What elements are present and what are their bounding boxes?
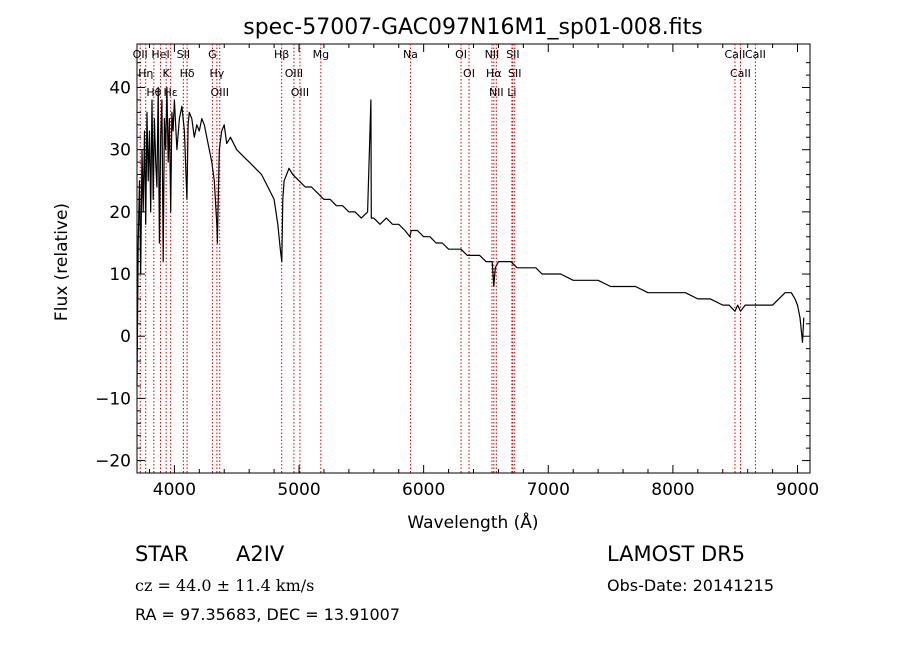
line-marker-label: OIII [291,86,309,99]
line-marker-label: OII [133,48,148,61]
line-marker-label: Li [507,86,516,99]
redshift-cz: cz = 44.0 ± 11.4 km/s [135,576,314,595]
line-marker-label: NII [489,86,504,99]
line-marker-label: NII [485,48,500,61]
x-tick-label: 4000 [153,480,196,500]
y-axis-label: Flux (relative) [52,203,72,321]
line-marker-label: HeI [151,48,169,61]
line-marker-label: Hγ [209,67,224,80]
y-axis: −20 −10 0 10 20 30 40 [95,62,810,472]
spectrum-series [136,86,805,387]
x-tick-label: 8000 [651,480,694,500]
y-tick-label: −20 [95,452,131,472]
obs-date: Obs-Date: 20141215 [607,576,774,595]
y-tick-label: 30 [109,141,131,161]
line-marker-label: Hα [486,67,502,80]
plot-frame [136,43,811,474]
line-marker-label: CaII [725,48,746,61]
chart-title: spec-57007-GAC097N16M1_sp01-008.fits [243,15,703,40]
line-marker-label: Hβ [274,48,289,61]
object-subclass: A2IV [236,542,285,566]
y-tick-label: 10 [109,265,131,285]
y-tick-label: 0 [120,327,131,347]
line-marker-label: Hθ [146,86,161,99]
line-marker-label: K [163,67,171,80]
y-tick-label: 40 [109,79,131,99]
line-marker-label: SII [506,48,519,61]
x-axis: 4000 5000 6000 7000 8000 9000 [148,44,819,500]
y-tick-label: 20 [109,203,131,223]
x-axis-label: Wavelength (Å) [407,511,538,533]
ra-dec: RA = 97.35683, DEC = 13.91007 [135,605,400,624]
line-marker-label: OIII [211,86,229,99]
line-marker-label: Hε [164,86,178,99]
x-tick-label: 9000 [776,480,819,500]
line-marker-label: SII [508,67,521,80]
line-marker-label: Mg [313,48,329,61]
line-marker-label: G [208,48,217,61]
y-tick-label: −10 [95,389,131,409]
line-marker-label: Hδ [180,67,195,80]
line-marker-label: Hη [138,67,153,80]
line-marker-label: OIII [285,67,303,80]
spectrum-line [136,86,805,387]
line-marker-label: CaII [745,48,766,61]
line-marker-label: SII [177,48,190,61]
line-marker-label: OI [463,67,475,80]
line-marker-label: Na [403,48,418,61]
x-tick-label: 7000 [527,480,570,500]
line-marker-label: OI [455,48,467,61]
survey-label: LAMOST DR5 [607,542,745,566]
x-tick-label: 5000 [277,480,320,500]
spectral-line-labels: OII Hη Hθ HeI K Hε SII Hδ G Hγ OIII Hβ OIII OIII Mg Na O… [133,48,766,99]
object-class: STAR [135,542,188,566]
line-marker-label: CaII [730,67,751,80]
spectral-line-markers [139,44,756,473]
x-tick-label: 6000 [402,480,445,500]
